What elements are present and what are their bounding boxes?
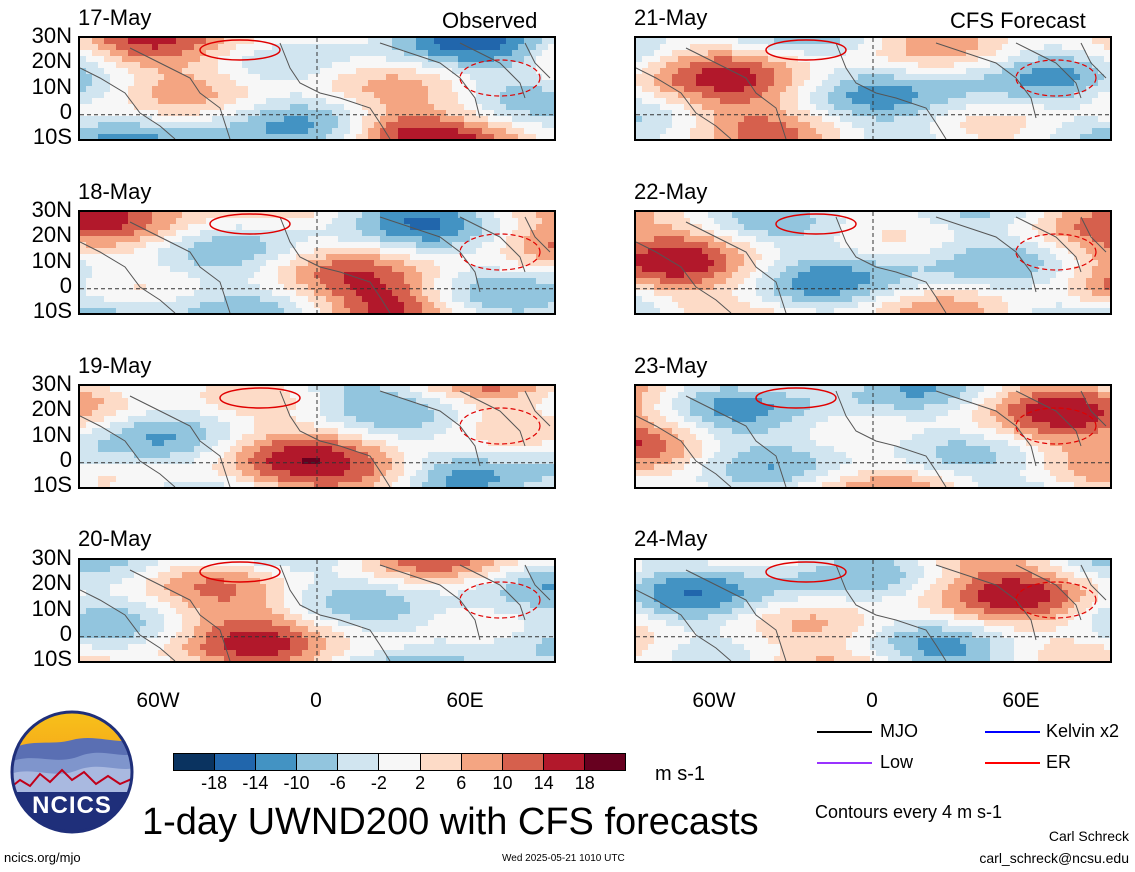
uwnd-field — [636, 212, 1110, 313]
colorbar-swatch — [174, 754, 216, 770]
observed-map — [78, 210, 556, 315]
lat-label: 10N — [31, 73, 72, 99]
legend-label-er: ER — [1046, 752, 1072, 772]
figure-title: 1-day UWND200 with CFS forecasts — [142, 801, 759, 843]
legend-line-mjo — [817, 731, 872, 733]
colorbar-swatch — [297, 754, 339, 770]
colorbar-tick-label: -10 — [283, 773, 310, 793]
forecast-map — [634, 384, 1112, 489]
panel-date: 23-May — [634, 353, 708, 378]
colorbar-tick-label: -2 — [370, 773, 387, 793]
observed-map — [78, 36, 556, 141]
colorbar-swatch — [338, 754, 380, 770]
footer-author: Carl Schreck — [1048, 828, 1129, 844]
logo-text: NCICS — [32, 792, 112, 819]
lon-label-0: 0 — [310, 689, 322, 712]
uwnd-field — [636, 560, 1110, 661]
contour-note: Contours every 4 m s-1 — [815, 802, 1003, 822]
lat-label: 10S — [32, 124, 72, 149]
lat-label: 10N — [31, 247, 72, 273]
uwnd-field — [636, 38, 1110, 139]
colorbar-tick-label: 14 — [533, 773, 554, 793]
lat-label: 0 — [59, 98, 72, 124]
lat-label: 30N — [31, 23, 72, 48]
forecast-map — [634, 210, 1112, 315]
colorbar-swatch — [584, 754, 626, 770]
colorbar-tick-label: 18 — [574, 773, 595, 793]
lon-label-60e: 60E — [446, 689, 484, 712]
lat-label: 0 — [59, 272, 72, 298]
panel-date: 21-May — [634, 5, 708, 30]
lat-label: 0 — [59, 446, 72, 472]
ncics-logo: NCICS — [10, 710, 134, 834]
colorbar-swatch — [256, 754, 298, 770]
colorbar-swatch — [461, 754, 503, 770]
colorbar-swatch — [215, 754, 257, 770]
observed-map — [78, 384, 556, 489]
colorbar-swatch — [502, 754, 544, 770]
colorbar-tick-label: -6 — [329, 773, 346, 793]
lat-label: 10S — [32, 298, 72, 323]
lon-label-60w: 60W — [692, 689, 736, 712]
lat-label: 20N — [31, 222, 72, 248]
panel-date: 22-May — [634, 179, 708, 204]
colorbar-tick-label: 10 — [492, 773, 513, 793]
legend-line-low — [817, 762, 872, 764]
lat-label: 30N — [31, 197, 72, 222]
panel-date: 19-May — [78, 353, 152, 378]
lat-label: 20N — [31, 396, 72, 422]
lat-label: 20N — [31, 570, 72, 596]
uwnd-field — [80, 560, 554, 661]
uwnd-field — [80, 38, 554, 139]
lon-label-60w: 60W — [136, 689, 180, 712]
forecast-header: CFS Forecast — [950, 8, 1086, 33]
lat-label: 0 — [59, 620, 72, 646]
footer-timestamp: Wed 2025-05-21 1010 UTC — [502, 853, 625, 864]
forecast-map — [634, 36, 1112, 141]
observed-map — [78, 558, 556, 663]
legend-label-low: Low — [880, 752, 914, 772]
lat-label: 10N — [31, 595, 72, 621]
colorbar-swatch — [379, 754, 421, 770]
panel-date: 24-May — [634, 526, 708, 551]
colorbar-tick-label: -14 — [242, 773, 269, 793]
lat-label: 10S — [32, 646, 72, 671]
lat-label: 30N — [31, 545, 72, 570]
uwnd-field — [80, 212, 554, 313]
colorbar — [173, 753, 626, 771]
lat-label: 20N — [31, 48, 72, 74]
lat-label: 30N — [31, 371, 72, 396]
uwnd-field — [80, 386, 554, 487]
lat-label: 10N — [31, 421, 72, 447]
panel-date: 17-May — [78, 5, 152, 30]
uwnd-field — [636, 386, 1110, 487]
footer-url[interactable]: ncics.org/mjo — [4, 850, 81, 865]
legend-line-kelvin — [985, 731, 1040, 733]
colorbar-swatch — [543, 754, 585, 770]
panel-date: 18-May — [78, 179, 152, 204]
colorbar-tick-label: 2 — [415, 773, 426, 793]
forecast-map — [634, 558, 1112, 663]
observed-header: Observed — [442, 8, 538, 33]
colorbar-tick-label: -18 — [201, 773, 228, 793]
colorbar-tick-label: 6 — [456, 773, 467, 793]
legend-line-er — [985, 762, 1040, 764]
lon-label-0: 0 — [866, 689, 878, 712]
colorbar-swatch — [420, 754, 462, 770]
legend-label-kelvin: Kelvin x2 — [1046, 721, 1120, 741]
footer-email[interactable]: carl_schreck@ncsu.edu — [979, 850, 1129, 866]
lat-label: 10S — [32, 472, 72, 497]
legend-label-mjo: MJO — [880, 721, 918, 741]
colorbar-unit: m s-1 — [655, 763, 705, 785]
lon-label-60e: 60E — [1002, 689, 1040, 712]
panel-date: 20-May — [78, 526, 152, 551]
